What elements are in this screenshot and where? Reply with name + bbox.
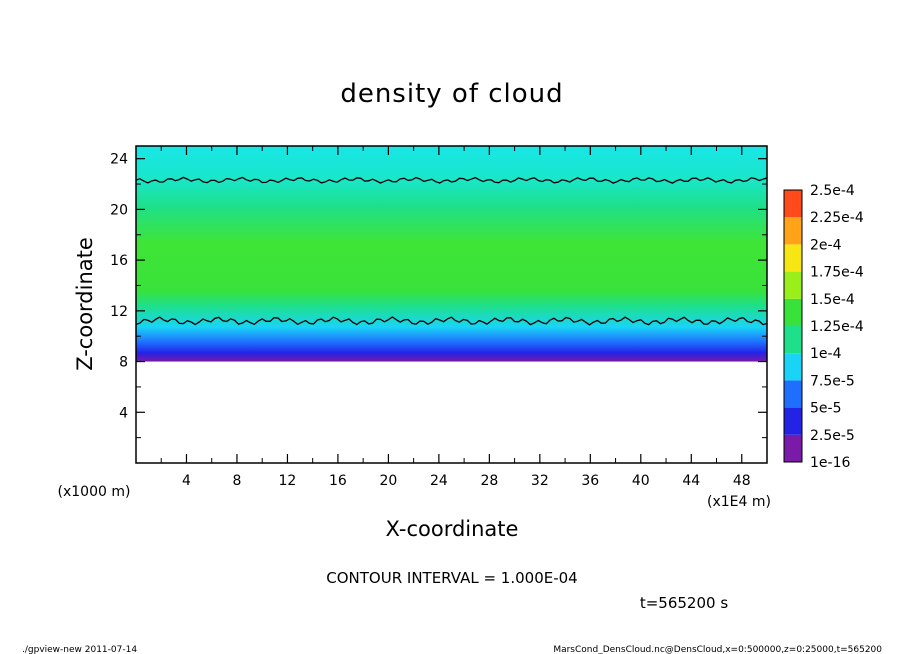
x-tick-label: 40	[632, 473, 650, 489]
time-stamp: t=565200 s	[640, 594, 728, 612]
x-unit-label: (x1E4 m)	[707, 494, 771, 510]
contour-interval: CONTOUR INTERVAL = 1.000E-04	[326, 569, 577, 587]
y-tick-label: 8	[119, 355, 128, 371]
x-axis-label: X-coordinate	[386, 517, 519, 541]
colorbar-segment	[784, 407, 802, 435]
colorbar-label: 2.5e-4	[810, 183, 855, 199]
x-tick-label: 20	[379, 473, 397, 489]
colorbar-label: 2.5e-5	[810, 428, 855, 444]
chart-title: density of cloud	[340, 79, 563, 109]
y-tick-label: 12	[110, 304, 128, 320]
y-tick-label: 16	[110, 253, 128, 269]
x-axis-ticks: 4 8 12 16 20 24 28 32 36 40 44 48	[160, 146, 751, 489]
x-tick-label: 32	[531, 473, 549, 489]
x-tick-label: 8	[232, 473, 241, 489]
x-tick-label: 24	[430, 473, 448, 489]
y-tick-label: 20	[110, 202, 128, 218]
x-tick-label: 28	[480, 473, 498, 489]
x-tick-label: 16	[329, 473, 347, 489]
x-tick-label: 48	[733, 473, 751, 489]
y-axis-label: Z-coordinate	[73, 237, 97, 371]
colorbar-segment	[784, 298, 802, 326]
colorbar-segment	[784, 217, 802, 245]
colorbar-label: 1.75e-4	[810, 265, 864, 281]
colorbar-label: 1e-4	[810, 346, 842, 362]
y-tick-label: 24	[110, 152, 128, 168]
colorbar-label: 1.5e-4	[810, 292, 855, 308]
footer-left: ./gpview-new 2011-07-14	[22, 645, 137, 654]
colorbar-segment	[784, 434, 802, 462]
colorbar-frame	[783, 189, 803, 463]
contour-line-lower	[135, 316, 768, 326]
colorbar-segment	[784, 326, 802, 354]
x-tick-label: 4	[182, 473, 191, 489]
colorbar-label: 2e-4	[810, 237, 842, 253]
y-axis-ticks: 4 8 12 16 20 24	[110, 152, 767, 439]
x-tick-label: 44	[682, 473, 700, 489]
x-tick-label: 12	[279, 473, 297, 489]
colorbar-label: 7.5e-5	[810, 373, 855, 389]
colorbar-label: 2.25e-4	[810, 210, 864, 226]
cloud-density-field	[136, 146, 767, 362]
plot-frame	[135, 145, 768, 464]
colorbar-segment	[784, 353, 802, 381]
colorbar-label: 1.25e-4	[810, 319, 864, 335]
y-tick-label: 4	[119, 405, 128, 421]
colorbar-label: 5e-5	[810, 401, 841, 417]
footer-right: MarsCond_DensCloud.nc@DensCloud,x=0:5000…	[553, 645, 882, 654]
colorbar-label: 1e-16	[810, 455, 850, 471]
x-tick-label: 36	[581, 473, 599, 489]
colorbar-segment	[784, 271, 802, 299]
colorbar: 1e-16 2.5e-5 5e-5 7.5e-5 1e-4 1.25e-4 1.5e-4 1.…	[783, 183, 864, 471]
colorbar-segment	[784, 244, 802, 272]
y-unit-label: (x1000 m)	[58, 484, 131, 500]
contour-line-upper	[135, 176, 768, 184]
colorbar-segment	[784, 190, 802, 218]
colorbar-segment	[784, 380, 802, 408]
